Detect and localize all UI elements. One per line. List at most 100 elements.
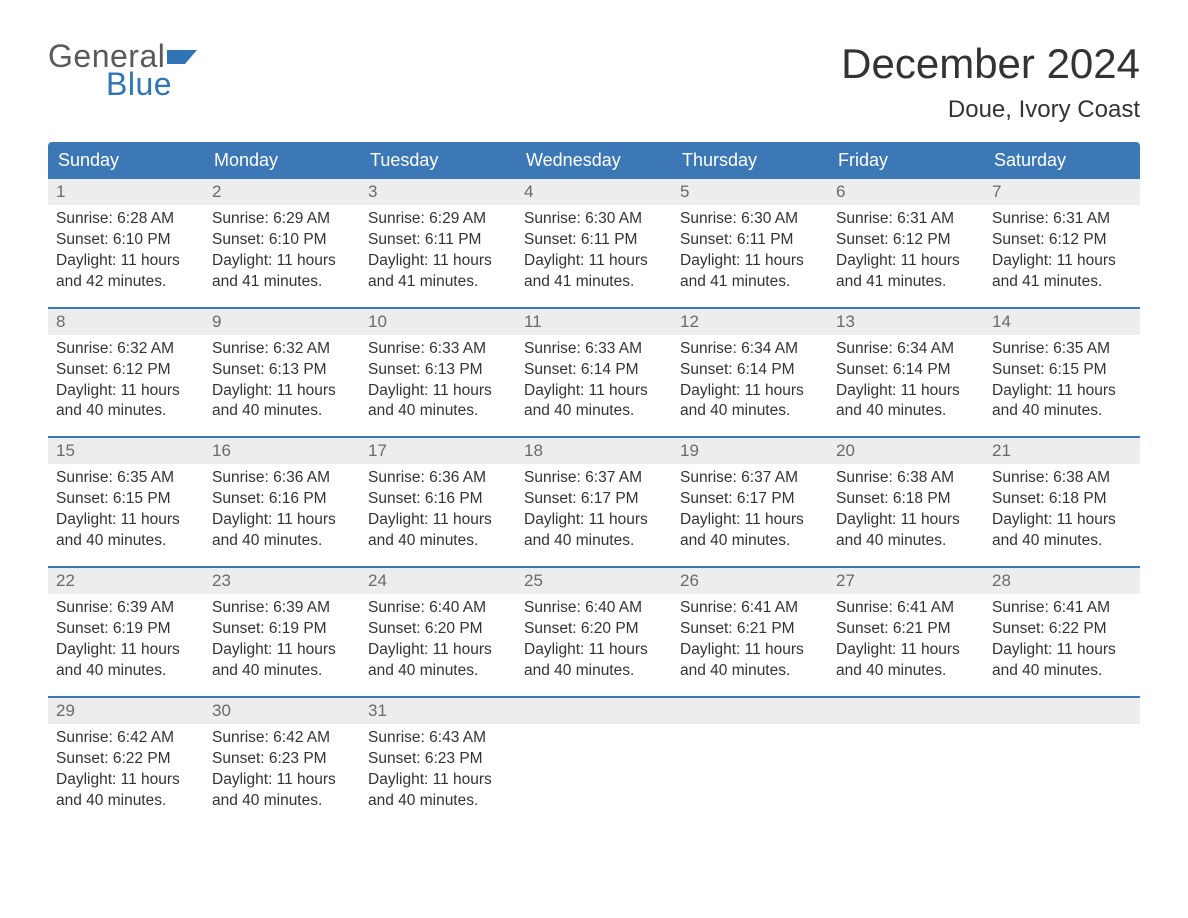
sunset-line: Sunset: 6:23 PM bbox=[212, 749, 352, 770]
daylight-line: Daylight: 11 hours and 40 minutes. bbox=[524, 381, 664, 423]
sunrise-line: Sunrise: 6:28 AM bbox=[56, 209, 196, 230]
day-details: Sunrise: 6:34 AMSunset: 6:14 PMDaylight:… bbox=[672, 335, 828, 423]
sunrise-line: Sunrise: 6:42 AM bbox=[56, 728, 196, 749]
day-details: Sunrise: 6:29 AMSunset: 6:10 PMDaylight:… bbox=[204, 205, 360, 293]
day-number: 24 bbox=[360, 568, 516, 594]
day-details: Sunrise: 6:36 AMSunset: 6:16 PMDaylight:… bbox=[360, 464, 516, 552]
dayname-thursday: Thursday bbox=[672, 142, 828, 179]
sunset-line: Sunset: 6:22 PM bbox=[992, 619, 1132, 640]
sunset-line: Sunset: 6:13 PM bbox=[368, 360, 508, 381]
sunset-line: Sunset: 6:11 PM bbox=[368, 230, 508, 251]
daylight-line: Daylight: 11 hours and 40 minutes. bbox=[680, 510, 820, 552]
day-details: Sunrise: 6:39 AMSunset: 6:19 PMDaylight:… bbox=[48, 594, 204, 682]
daylight-line: Daylight: 11 hours and 41 minutes. bbox=[680, 251, 820, 293]
day-details: Sunrise: 6:30 AMSunset: 6:11 PMDaylight:… bbox=[672, 205, 828, 293]
dayname-monday: Monday bbox=[204, 142, 360, 179]
sunrise-line: Sunrise: 6:29 AM bbox=[368, 209, 508, 230]
month-title: December 2024 bbox=[841, 40, 1140, 88]
daylight-line: Daylight: 11 hours and 40 minutes. bbox=[56, 510, 196, 552]
day-number: 9 bbox=[204, 309, 360, 335]
daylight-line: Daylight: 11 hours and 40 minutes. bbox=[836, 381, 976, 423]
calendar-day: 11Sunrise: 6:33 AMSunset: 6:14 PMDayligh… bbox=[516, 309, 672, 437]
daylight-line: Daylight: 11 hours and 40 minutes. bbox=[368, 510, 508, 552]
day-details: Sunrise: 6:31 AMSunset: 6:12 PMDaylight:… bbox=[984, 205, 1140, 293]
daylight-line: Daylight: 11 hours and 40 minutes. bbox=[212, 640, 352, 682]
sunset-line: Sunset: 6:20 PM bbox=[368, 619, 508, 640]
calendar-day: 2Sunrise: 6:29 AMSunset: 6:10 PMDaylight… bbox=[204, 179, 360, 307]
daylight-line: Daylight: 11 hours and 41 minutes. bbox=[992, 251, 1132, 293]
daylight-line: Daylight: 11 hours and 40 minutes. bbox=[524, 640, 664, 682]
daylight-line: Daylight: 11 hours and 41 minutes. bbox=[524, 251, 664, 293]
sunrise-line: Sunrise: 6:30 AM bbox=[524, 209, 664, 230]
sunrise-line: Sunrise: 6:29 AM bbox=[212, 209, 352, 230]
calendar-day: 8Sunrise: 6:32 AMSunset: 6:12 PMDaylight… bbox=[48, 309, 204, 437]
calendar-day: 21Sunrise: 6:38 AMSunset: 6:18 PMDayligh… bbox=[984, 438, 1140, 566]
sunset-line: Sunset: 6:10 PM bbox=[212, 230, 352, 251]
sunrise-line: Sunrise: 6:34 AM bbox=[836, 339, 976, 360]
daylight-line: Daylight: 11 hours and 40 minutes. bbox=[212, 770, 352, 812]
week-row: 22Sunrise: 6:39 AMSunset: 6:19 PMDayligh… bbox=[48, 566, 1140, 696]
sunset-line: Sunset: 6:21 PM bbox=[680, 619, 820, 640]
sunrise-line: Sunrise: 6:41 AM bbox=[992, 598, 1132, 619]
calendar-day: 24Sunrise: 6:40 AMSunset: 6:20 PMDayligh… bbox=[360, 568, 516, 696]
calendar-day: 1Sunrise: 6:28 AMSunset: 6:10 PMDaylight… bbox=[48, 179, 204, 307]
daylight-line: Daylight: 11 hours and 40 minutes. bbox=[680, 640, 820, 682]
day-number: 18 bbox=[516, 438, 672, 464]
day-number: 28 bbox=[984, 568, 1140, 594]
sunrise-line: Sunrise: 6:31 AM bbox=[836, 209, 976, 230]
sunset-line: Sunset: 6:16 PM bbox=[212, 489, 352, 510]
sunrise-line: Sunrise: 6:36 AM bbox=[212, 468, 352, 489]
day-details: Sunrise: 6:42 AMSunset: 6:22 PMDaylight:… bbox=[48, 724, 204, 812]
day-number: 19 bbox=[672, 438, 828, 464]
day-details: Sunrise: 6:38 AMSunset: 6:18 PMDaylight:… bbox=[984, 464, 1140, 552]
sunset-line: Sunset: 6:18 PM bbox=[836, 489, 976, 510]
daylight-line: Daylight: 11 hours and 40 minutes. bbox=[836, 510, 976, 552]
daylight-line: Daylight: 11 hours and 40 minutes. bbox=[992, 381, 1132, 423]
dayname-friday: Friday bbox=[828, 142, 984, 179]
calendar-day: 9Sunrise: 6:32 AMSunset: 6:13 PMDaylight… bbox=[204, 309, 360, 437]
day-number: 10 bbox=[360, 309, 516, 335]
daylight-line: Daylight: 11 hours and 41 minutes. bbox=[368, 251, 508, 293]
dayname-header-row: SundayMondayTuesdayWednesdayThursdayFrid… bbox=[48, 142, 1140, 179]
calendar-day: 18Sunrise: 6:37 AMSunset: 6:17 PMDayligh… bbox=[516, 438, 672, 566]
daylight-line: Daylight: 11 hours and 40 minutes. bbox=[56, 770, 196, 812]
day-number: 20 bbox=[828, 438, 984, 464]
calendar-day: 10Sunrise: 6:33 AMSunset: 6:13 PMDayligh… bbox=[360, 309, 516, 437]
calendar-day: 20Sunrise: 6:38 AMSunset: 6:18 PMDayligh… bbox=[828, 438, 984, 566]
calendar-day: 12Sunrise: 6:34 AMSunset: 6:14 PMDayligh… bbox=[672, 309, 828, 437]
calendar-day: 27Sunrise: 6:41 AMSunset: 6:21 PMDayligh… bbox=[828, 568, 984, 696]
calendar-day: 25Sunrise: 6:40 AMSunset: 6:20 PMDayligh… bbox=[516, 568, 672, 696]
day-details: Sunrise: 6:29 AMSunset: 6:11 PMDaylight:… bbox=[360, 205, 516, 293]
day-number: 27 bbox=[828, 568, 984, 594]
day-number: 21 bbox=[984, 438, 1140, 464]
sunset-line: Sunset: 6:19 PM bbox=[212, 619, 352, 640]
sunset-line: Sunset: 6:12 PM bbox=[836, 230, 976, 251]
day-details: Sunrise: 6:35 AMSunset: 6:15 PMDaylight:… bbox=[48, 464, 204, 552]
day-details: Sunrise: 6:42 AMSunset: 6:23 PMDaylight:… bbox=[204, 724, 360, 812]
calendar: SundayMondayTuesdayWednesdayThursdayFrid… bbox=[48, 142, 1140, 825]
calendar-day: 22Sunrise: 6:39 AMSunset: 6:19 PMDayligh… bbox=[48, 568, 204, 696]
day-number bbox=[672, 698, 828, 724]
daylight-line: Daylight: 11 hours and 40 minutes. bbox=[368, 381, 508, 423]
calendar-day: 19Sunrise: 6:37 AMSunset: 6:17 PMDayligh… bbox=[672, 438, 828, 566]
day-details: Sunrise: 6:37 AMSunset: 6:17 PMDaylight:… bbox=[672, 464, 828, 552]
calendar-day-empty bbox=[984, 698, 1140, 826]
day-number: 2 bbox=[204, 179, 360, 205]
calendar-day: 31Sunrise: 6:43 AMSunset: 6:23 PMDayligh… bbox=[360, 698, 516, 826]
day-details: Sunrise: 6:32 AMSunset: 6:13 PMDaylight:… bbox=[204, 335, 360, 423]
daylight-line: Daylight: 11 hours and 40 minutes. bbox=[680, 381, 820, 423]
calendar-day: 28Sunrise: 6:41 AMSunset: 6:22 PMDayligh… bbox=[984, 568, 1140, 696]
sunrise-line: Sunrise: 6:41 AM bbox=[680, 598, 820, 619]
day-number: 31 bbox=[360, 698, 516, 724]
day-details: Sunrise: 6:41 AMSunset: 6:21 PMDaylight:… bbox=[672, 594, 828, 682]
day-details: Sunrise: 6:35 AMSunset: 6:15 PMDaylight:… bbox=[984, 335, 1140, 423]
day-number: 26 bbox=[672, 568, 828, 594]
sunrise-line: Sunrise: 6:40 AM bbox=[524, 598, 664, 619]
sunrise-line: Sunrise: 6:39 AM bbox=[212, 598, 352, 619]
sunrise-line: Sunrise: 6:37 AM bbox=[680, 468, 820, 489]
daylight-line: Daylight: 11 hours and 40 minutes. bbox=[368, 770, 508, 812]
calendar-day: 29Sunrise: 6:42 AMSunset: 6:22 PMDayligh… bbox=[48, 698, 204, 826]
sunrise-line: Sunrise: 6:39 AM bbox=[56, 598, 196, 619]
sunset-line: Sunset: 6:11 PM bbox=[524, 230, 664, 251]
day-number: 3 bbox=[360, 179, 516, 205]
